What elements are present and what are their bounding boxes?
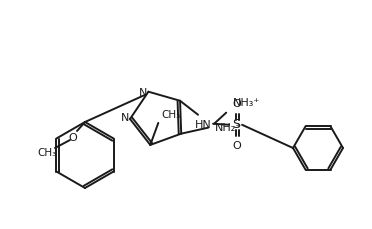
Text: S: S bbox=[232, 118, 240, 131]
Text: HN: HN bbox=[195, 120, 211, 130]
Text: O: O bbox=[68, 133, 77, 143]
Text: NH₃⁺: NH₃⁺ bbox=[233, 98, 260, 108]
Text: N: N bbox=[139, 88, 148, 98]
Text: O: O bbox=[233, 141, 241, 151]
Text: CH₃: CH₃ bbox=[161, 110, 180, 120]
Text: CH₃: CH₃ bbox=[37, 148, 57, 158]
Text: O: O bbox=[233, 99, 241, 109]
Text: NH₂⁺: NH₂⁺ bbox=[215, 123, 242, 133]
Text: N: N bbox=[121, 113, 129, 123]
